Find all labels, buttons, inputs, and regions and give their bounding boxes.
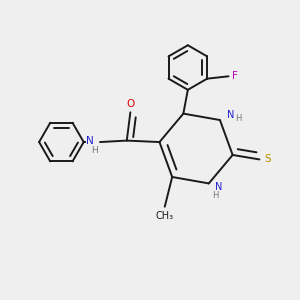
Text: F: F [232,71,238,81]
Text: N: N [227,110,235,120]
Text: CH₃: CH₃ [156,211,174,221]
Text: H: H [91,146,98,155]
Text: O: O [126,99,134,109]
Text: N: N [86,136,94,146]
Text: N: N [215,182,223,192]
Text: H: H [236,114,242,123]
Text: H: H [212,191,218,200]
Text: S: S [264,154,271,164]
